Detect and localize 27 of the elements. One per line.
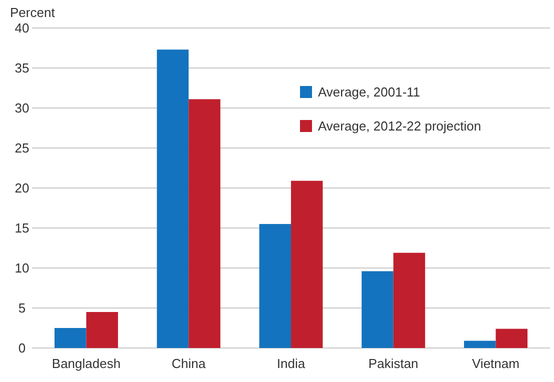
bar: [393, 252, 426, 348]
y-tick-label: 40: [14, 20, 30, 36]
y-tick-label: 30: [14, 100, 30, 116]
legend-label: Average, 2012-22 projection: [318, 118, 482, 134]
bar: [259, 224, 291, 348]
bar: [362, 271, 394, 348]
bar: [54, 328, 86, 348]
y-tick-label: 15: [14, 220, 30, 236]
legend-label: Average, 2001-11: [318, 84, 420, 100]
x-tick-label: Bangladesh: [52, 356, 121, 371]
bar: [188, 99, 220, 348]
x-tick-label: Pakistan: [368, 356, 418, 371]
y-tick-label: 0: [18, 340, 26, 356]
bar: [156, 50, 189, 348]
y-tick-label: 25: [14, 140, 30, 156]
y-axis-title: Percent: [10, 5, 56, 20]
x-tick-label: China: [172, 356, 206, 371]
y-tick-label: 10: [14, 260, 30, 276]
y-tick-label: 20: [14, 180, 30, 196]
bar: [496, 328, 528, 348]
y-tick-label: 35: [14, 60, 30, 76]
bar: [464, 340, 496, 348]
bar: [291, 180, 323, 348]
x-tick-label: India: [276, 356, 306, 371]
bar: [86, 312, 118, 348]
x-tick-label: Vietnam: [472, 356, 520, 371]
y-tick-label: 5: [18, 300, 26, 316]
